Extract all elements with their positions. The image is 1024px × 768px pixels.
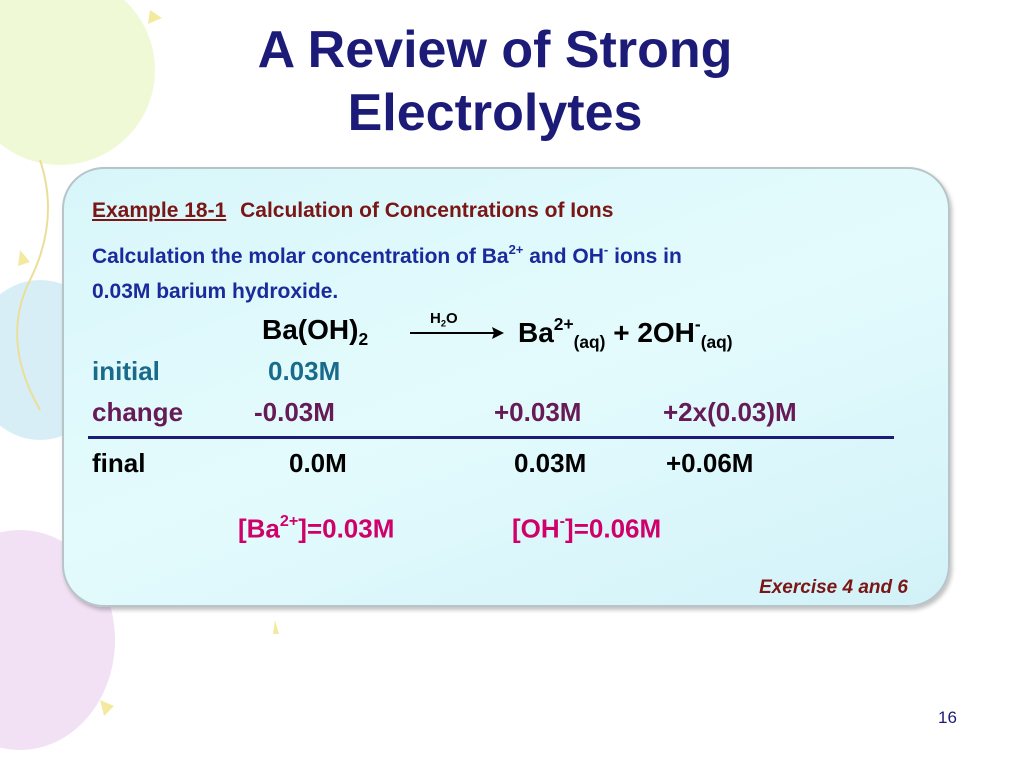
result-text: [Ba <box>238 513 280 544</box>
problem-text: Calculation the molar concentration of B… <box>92 245 509 269</box>
row-label: final <box>92 448 146 478</box>
row-value: -0.03M <box>254 397 335 427</box>
row-label: change <box>92 397 184 427</box>
row-value: +2x(0.03)M <box>663 397 797 427</box>
reaction-arrow <box>410 327 504 339</box>
arrow-label: H2O <box>430 310 458 328</box>
formula: Ba <box>518 317 554 349</box>
content-box <box>62 167 950 607</box>
title-line: A Review of Strong <box>257 21 733 79</box>
row-value: 0.03M <box>268 356 341 386</box>
reactant: Ba(OH)2 <box>262 314 368 350</box>
row-value: 0.03M <box>514 448 587 478</box>
example-label: Example 18-1 <box>92 199 227 222</box>
problem-text: 0.03M barium hydroxide. <box>92 280 339 304</box>
state: (aq) <box>700 332 733 353</box>
formula: H <box>430 310 441 327</box>
subscript: 2 <box>440 318 447 329</box>
superscript: - <box>559 512 566 530</box>
formula: + 2OH <box>613 317 695 349</box>
example-heading: Calculation of Concentrations of Ions <box>240 199 614 222</box>
page-number: 16 <box>938 708 957 727</box>
row-label: initial <box>92 356 160 386</box>
exercise-note: Exercise 4 and 6 <box>759 577 908 598</box>
row-value: 0.0M <box>289 448 347 478</box>
formula: O <box>446 310 458 327</box>
divider <box>88 436 894 439</box>
formula: Ba(OH) <box>262 314 359 345</box>
subscript: 2 <box>358 329 369 350</box>
superscript: - <box>694 314 701 334</box>
result-text: ]=0.03M <box>298 513 395 544</box>
title-line: Electrolytes <box>347 84 643 142</box>
example-line: Example 18-1 Calculation of Concentratio… <box>92 199 613 223</box>
superscript: 2+ <box>279 512 299 530</box>
result-text: [OH <box>512 513 560 544</box>
product: Ba2+(aq) + 2OH-(aq) <box>518 314 733 353</box>
result: [OH-]=0.06M <box>512 512 661 544</box>
problem-text: ions in <box>614 245 682 269</box>
problem-text: and OH <box>529 245 604 269</box>
result-text: ]=0.06M <box>565 513 662 544</box>
row-value: +0.06M <box>666 448 754 478</box>
problem: Calculation the molar concentration of B… <box>92 232 682 309</box>
result: [Ba2+]=0.03M <box>238 512 394 544</box>
superscript: 2+ <box>508 242 524 257</box>
superscript: 2+ <box>553 314 574 334</box>
row-value: +0.03M <box>494 397 582 427</box>
state: (aq) <box>573 332 606 353</box>
superscript: - <box>603 242 609 257</box>
